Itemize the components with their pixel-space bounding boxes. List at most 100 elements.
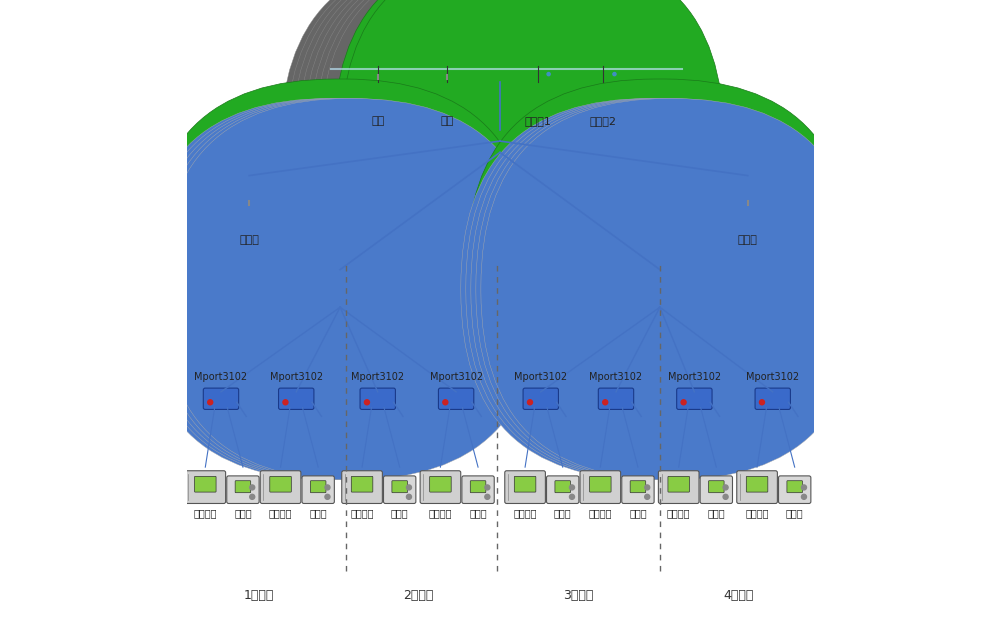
FancyBboxPatch shape [309, 0, 689, 336]
Text: 传感器: 传感器 [554, 508, 572, 518]
Text: 数控机床: 数控机床 [269, 508, 292, 518]
FancyBboxPatch shape [555, 481, 570, 493]
FancyBboxPatch shape [236, 179, 262, 198]
Text: 数控机床: 数控机床 [513, 508, 537, 518]
FancyBboxPatch shape [151, 98, 531, 480]
FancyBboxPatch shape [342, 471, 382, 503]
FancyBboxPatch shape [461, 129, 539, 153]
Circle shape [547, 73, 550, 76]
Text: 传感器: 传感器 [469, 508, 487, 518]
Circle shape [325, 485, 330, 490]
FancyBboxPatch shape [734, 208, 761, 214]
FancyBboxPatch shape [677, 388, 712, 409]
FancyBboxPatch shape [534, 127, 540, 154]
Text: 传感器: 传感器 [629, 508, 647, 518]
Text: 数控机床: 数控机床 [194, 508, 217, 518]
FancyBboxPatch shape [227, 476, 259, 503]
FancyBboxPatch shape [438, 388, 474, 409]
FancyBboxPatch shape [430, 477, 451, 492]
FancyBboxPatch shape [141, 98, 521, 480]
FancyBboxPatch shape [593, 66, 606, 71]
Text: 数控机床: 数控机床 [350, 508, 374, 518]
Circle shape [801, 494, 806, 499]
FancyBboxPatch shape [281, 0, 661, 336]
FancyBboxPatch shape [303, 0, 684, 336]
FancyBboxPatch shape [161, 98, 541, 480]
Circle shape [485, 485, 490, 490]
Circle shape [250, 494, 255, 499]
Text: 数控机床: 数控机床 [667, 508, 690, 518]
FancyBboxPatch shape [527, 61, 540, 65]
Text: 3号车间: 3号车间 [563, 589, 594, 602]
FancyBboxPatch shape [420, 471, 461, 503]
FancyBboxPatch shape [755, 388, 790, 409]
Text: 工作站: 工作站 [239, 235, 259, 245]
FancyBboxPatch shape [542, 73, 555, 76]
FancyBboxPatch shape [608, 73, 621, 76]
Circle shape [645, 494, 650, 499]
FancyBboxPatch shape [645, 268, 675, 308]
FancyBboxPatch shape [323, 64, 690, 83]
FancyBboxPatch shape [505, 471, 545, 503]
Text: 传感器: 传感器 [234, 508, 252, 518]
Text: Mport3102: Mport3102 [589, 372, 643, 382]
FancyBboxPatch shape [527, 66, 540, 71]
FancyBboxPatch shape [384, 476, 416, 503]
Circle shape [406, 494, 411, 499]
Text: 2号车间: 2号车间 [403, 589, 434, 602]
FancyBboxPatch shape [779, 476, 811, 503]
FancyBboxPatch shape [608, 61, 621, 65]
Circle shape [603, 400, 608, 405]
FancyBboxPatch shape [731, 176, 764, 202]
FancyBboxPatch shape [437, 78, 456, 82]
Circle shape [613, 73, 616, 76]
Text: Mport3102: Mport3102 [351, 372, 404, 382]
FancyBboxPatch shape [481, 98, 861, 480]
FancyBboxPatch shape [471, 98, 851, 480]
FancyBboxPatch shape [432, 53, 462, 76]
FancyBboxPatch shape [366, 56, 389, 73]
FancyBboxPatch shape [709, 481, 724, 493]
FancyBboxPatch shape [236, 208, 263, 214]
Circle shape [485, 494, 490, 499]
FancyBboxPatch shape [476, 98, 856, 480]
Text: 服务制2: 服务制2 [590, 116, 617, 126]
FancyBboxPatch shape [598, 388, 634, 409]
FancyBboxPatch shape [542, 66, 555, 71]
FancyBboxPatch shape [547, 476, 579, 503]
Text: 数控机床: 数控机床 [589, 508, 612, 518]
FancyBboxPatch shape [466, 98, 846, 480]
FancyBboxPatch shape [525, 55, 542, 86]
Text: Mport3102: Mport3102 [746, 372, 799, 382]
Text: 传感器: 传感器 [708, 508, 725, 518]
FancyBboxPatch shape [270, 477, 291, 492]
Text: 传感器: 传感器 [786, 508, 804, 518]
FancyBboxPatch shape [351, 477, 373, 492]
Text: 数控机床: 数控机床 [745, 508, 769, 518]
FancyBboxPatch shape [737, 204, 758, 208]
FancyBboxPatch shape [185, 471, 226, 503]
FancyBboxPatch shape [363, 53, 393, 76]
FancyBboxPatch shape [540, 55, 557, 86]
FancyBboxPatch shape [366, 82, 390, 87]
Circle shape [325, 494, 330, 499]
FancyBboxPatch shape [593, 73, 606, 76]
Text: 数控机床: 数控机床 [429, 508, 452, 518]
FancyBboxPatch shape [260, 471, 301, 503]
Circle shape [569, 494, 574, 499]
Text: 传感器: 传感器 [391, 508, 408, 518]
Text: 4号车间: 4号车间 [723, 589, 753, 602]
Text: Mport3102: Mport3102 [668, 372, 721, 382]
Circle shape [283, 400, 288, 405]
FancyBboxPatch shape [146, 98, 526, 480]
Text: 工作站: 工作站 [738, 235, 758, 245]
FancyBboxPatch shape [465, 127, 471, 154]
Text: 1号车间: 1号车间 [243, 589, 274, 602]
Circle shape [406, 485, 411, 490]
FancyBboxPatch shape [203, 388, 239, 409]
Text: Mport3102: Mport3102 [270, 372, 323, 382]
FancyBboxPatch shape [325, 268, 355, 308]
FancyBboxPatch shape [580, 471, 621, 503]
FancyBboxPatch shape [310, 481, 326, 493]
Circle shape [801, 485, 806, 490]
